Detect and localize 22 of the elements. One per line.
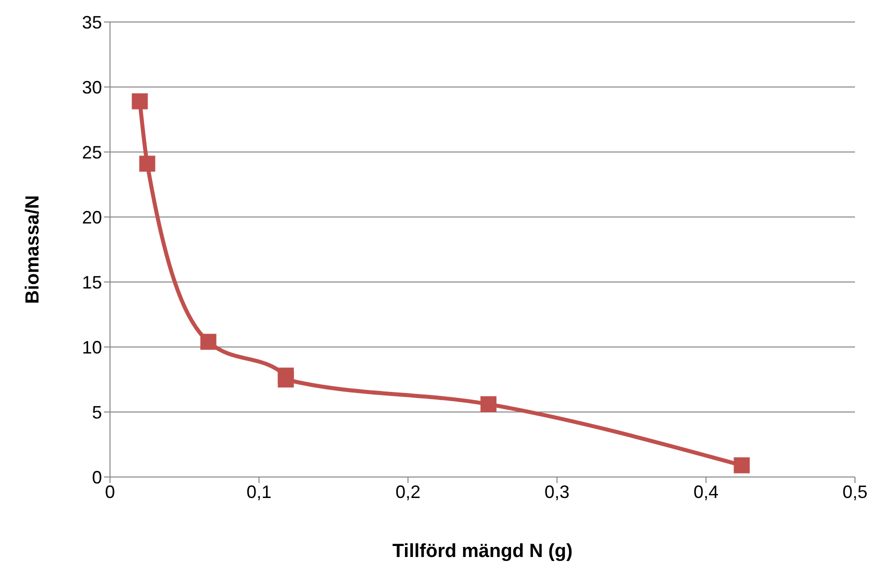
x-tick-label: 0 [104,482,116,502]
point [278,372,294,388]
x-tick-label: 0,5 [842,482,868,502]
y-tick-label: 25 [82,142,102,162]
y-tick-label: 0 [92,467,102,488]
point [139,156,156,172]
x-tick-label: 0,2 [395,482,421,502]
point [734,457,750,474]
y-tick-label: 10 [82,337,102,358]
y-axis-title: Biomassa/N [22,195,44,304]
point [200,334,216,350]
x-tick-label: 0,1 [246,482,272,502]
y-tick-label: 5 [92,402,102,422]
y-tick-label: 20 [82,207,102,228]
point [480,396,496,412]
x-tick-label: 0,4 [693,482,719,502]
point [132,93,148,110]
y-tick-label: 35 [82,12,102,32]
x-axis-title: Tillförd mängd N (g) [392,541,573,562]
y-tick-label: 30 [82,77,102,98]
y-tick-label: 15 [82,272,102,292]
x-tick-label: 0,3 [544,482,570,502]
